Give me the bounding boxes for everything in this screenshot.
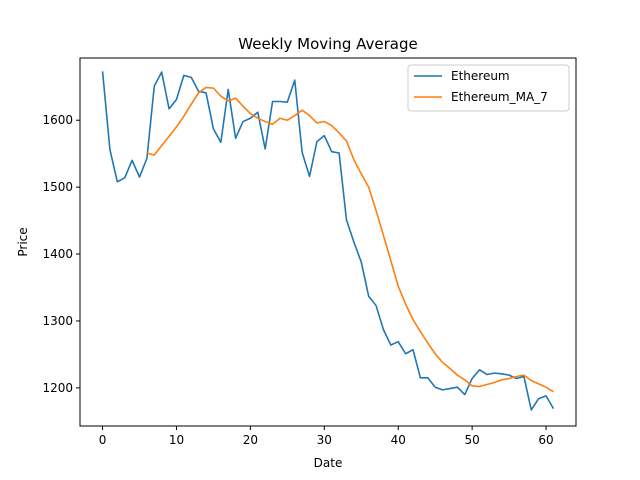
legend-label-ethereum: Ethereum xyxy=(451,69,510,83)
series-line-ethereum-ma-7 xyxy=(146,86,554,393)
x-tick-label: 40 xyxy=(391,433,406,447)
y-tick-label: 1300 xyxy=(42,314,73,328)
x-tick-label: 10 xyxy=(169,433,184,447)
x-axis-label: Date xyxy=(314,456,343,470)
plot-frame xyxy=(79,57,577,427)
legend: Ethereum Ethereum_MA_7 xyxy=(407,64,570,112)
y-tick-label: 1400 xyxy=(42,247,73,261)
legend-label-ethereum-ma-7: Ethereum_MA_7 xyxy=(451,90,548,104)
y-axis-ticks: 1200 1300 1400 1500 1600 xyxy=(42,113,80,395)
x-tick-label: 0 xyxy=(99,433,107,447)
legend-box xyxy=(407,64,570,112)
y-tick-label: 1500 xyxy=(42,180,73,194)
series-layer xyxy=(101,71,555,411)
series-line-ethereum xyxy=(101,71,555,411)
x-tick-label: 50 xyxy=(465,433,480,447)
x-axis-ticks: 0 10 20 30 40 50 60 xyxy=(99,426,554,447)
x-tick-label: 30 xyxy=(317,433,332,447)
y-axis-label: Price xyxy=(16,227,30,256)
chart-title: Weekly Moving Average xyxy=(238,35,417,53)
x-tick-label: 20 xyxy=(243,433,258,447)
y-tick-label: 1600 xyxy=(42,113,73,127)
y-tick-label: 1200 xyxy=(42,381,73,395)
x-tick-label: 60 xyxy=(538,433,553,447)
